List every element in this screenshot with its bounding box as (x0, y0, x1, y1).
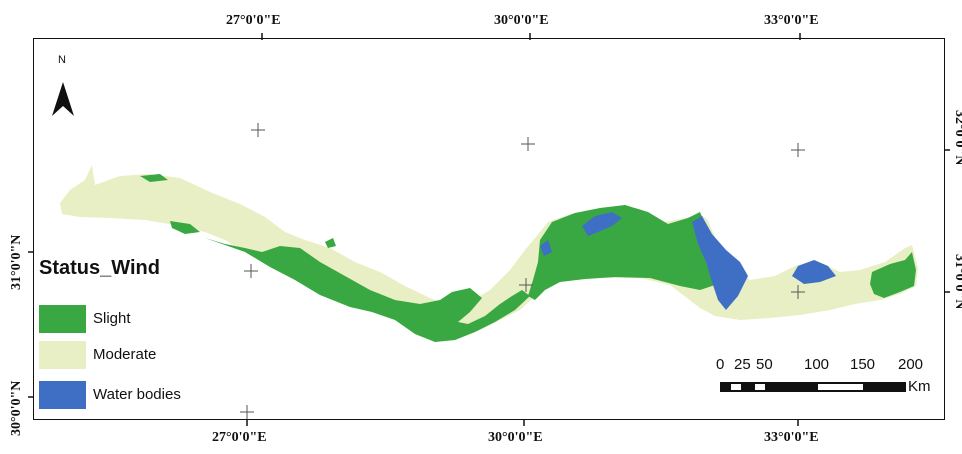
water-lake-north (582, 212, 622, 236)
frame-ticks (28, 33, 950, 426)
legend-swatch-slight (39, 305, 86, 333)
lat-label-left-30: 30°0'0"N (9, 380, 24, 436)
north-arrow-label: N (58, 54, 66, 66)
legend-title: Status_Wind (39, 257, 160, 279)
lon-label-bottom-30: 30°0'0"E (488, 430, 543, 445)
scale-unit: Km (908, 378, 931, 395)
graticule-crosses (240, 123, 805, 419)
water-delta-east (692, 216, 748, 310)
legend-label-moderate: Moderate (93, 346, 157, 363)
legend-item-water: Water bodies (39, 381, 209, 411)
lon-label-bottom-27: 27°0'0"E (212, 430, 267, 445)
lon-label-top-27: 27°0'0"E (226, 13, 281, 28)
scale-tick-200: 200 (898, 356, 924, 373)
water-fleck (540, 240, 552, 256)
legend-label-slight: Slight (93, 310, 131, 327)
zone-slight-east (870, 252, 916, 298)
legend: Status_Wind Slight Moderate Water bodies (35, 253, 210, 418)
zone-moderate (60, 165, 918, 342)
north-arrow: N (50, 54, 76, 120)
scale-tick-100: 100 (804, 356, 830, 373)
legend-label-water: Water bodies (93, 386, 181, 403)
lat-label-left-31: 31°0'0"N (9, 234, 24, 290)
lon-label-top-33: 33°0'0"E (764, 13, 819, 28)
scale-bar: 0 25 50 100 150 200 Km (714, 356, 944, 400)
zone-slight-delta (528, 205, 718, 300)
lat-label-right-32: 32°0'0"N (952, 110, 962, 166)
lat-label-right-31: 31°0'0"N (952, 254, 962, 310)
scale-tick-150: 150 (850, 356, 876, 373)
zone-slight-nw-patch (140, 174, 168, 182)
zone-slight-fleck (325, 238, 336, 248)
legend-swatch-water (39, 381, 86, 409)
zone-slight-west-strip (170, 221, 200, 234)
legend-item-moderate: Moderate (39, 341, 209, 371)
scale-bar-graphic (720, 382, 906, 392)
scale-tick-0: 0 (716, 356, 725, 373)
scale-tick-50: 50 (756, 356, 773, 373)
legend-item-slight: Slight (39, 305, 209, 335)
zone-slight-west (205, 238, 530, 342)
lon-label-top-30: 30°0'0"E (494, 13, 549, 28)
north-arrow-icon (52, 82, 74, 116)
water-lake-east (792, 260, 836, 284)
lon-label-bottom-33: 33°0'0"E (764, 430, 819, 445)
legend-swatch-moderate (39, 341, 86, 369)
scale-tick-25: 25 (734, 356, 751, 373)
